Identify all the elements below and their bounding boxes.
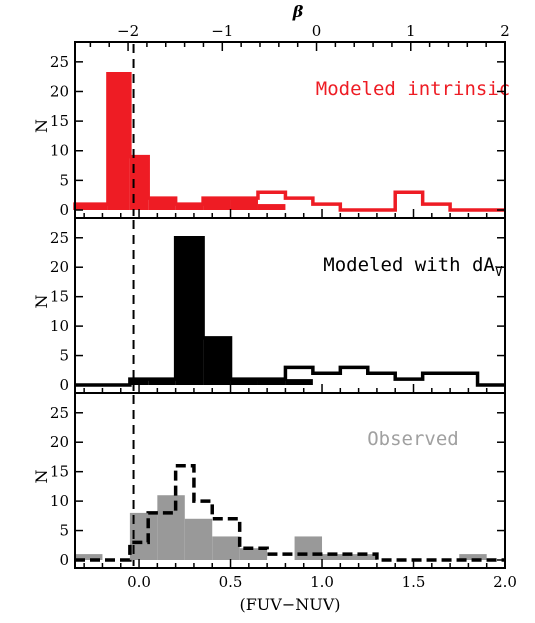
bar-filled bbox=[129, 379, 149, 385]
bar-filled bbox=[203, 337, 231, 385]
bar-filled bbox=[459, 554, 487, 560]
panel-frame bbox=[74, 392, 506, 569]
panel-2: Modeled with dAV 0 5 10 15 20 25 N bbox=[32, 217, 506, 394]
y-tick-label: 25 bbox=[50, 404, 69, 422]
bar-filled bbox=[175, 204, 204, 210]
x-tick-label: 1.5 bbox=[402, 573, 426, 591]
bar-filled bbox=[107, 73, 130, 210]
panel-label: Modeled with dAV bbox=[323, 254, 503, 280]
top-axis-title: β bbox=[292, 2, 304, 21]
bar-filled bbox=[239, 548, 268, 560]
x-tick-label: 0.0 bbox=[127, 573, 151, 591]
panel-label: Observed bbox=[367, 428, 459, 450]
top-x-tick-label: 1 bbox=[406, 22, 416, 40]
bar-filled bbox=[230, 198, 258, 210]
y-tick-label: 25 bbox=[50, 53, 69, 71]
panel-3: Observed 0 5 10 15 20 25 N bbox=[32, 392, 506, 569]
top-x-tick-label: 2 bbox=[500, 22, 510, 40]
y-tick-label: 5 bbox=[59, 522, 69, 540]
bar-filled bbox=[184, 518, 213, 560]
y-tick-label: 20 bbox=[50, 433, 69, 451]
y-tick-label: 10 bbox=[50, 492, 69, 510]
bar-filled bbox=[203, 198, 231, 210]
y-tick-label: 15 bbox=[50, 288, 69, 306]
y-tick-label: 5 bbox=[59, 171, 69, 189]
y-tick-label: 15 bbox=[50, 463, 69, 481]
top-x-tick-label: −2 bbox=[117, 22, 139, 40]
x-axis-title: (FUV−NUV) bbox=[239, 595, 340, 614]
y-tick-label: 10 bbox=[50, 142, 69, 160]
bar-filled bbox=[175, 237, 204, 385]
histogram-outline bbox=[75, 464, 505, 562]
x-tick-label: 1.0 bbox=[310, 573, 334, 591]
y-tick-label: 0 bbox=[59, 376, 69, 394]
bar-filled bbox=[157, 495, 185, 560]
bar-filled bbox=[212, 536, 240, 560]
y-tick-label: 15 bbox=[50, 112, 69, 130]
bar-filled bbox=[75, 554, 103, 560]
x-tick-label: 0.5 bbox=[219, 573, 243, 591]
y-axis-title: N bbox=[32, 119, 51, 133]
top-x-tick-label: −1 bbox=[211, 22, 233, 40]
y-axis-title: N bbox=[32, 295, 51, 309]
bar-filled bbox=[285, 379, 313, 385]
y-tick-label: 20 bbox=[50, 258, 69, 276]
y-tick-label: 5 bbox=[59, 347, 69, 365]
histogram-outline bbox=[75, 236, 505, 387]
y-tick-label: 25 bbox=[50, 229, 69, 247]
bar-filled bbox=[75, 204, 108, 210]
y-tick-label: 20 bbox=[50, 82, 69, 100]
top-x-tick-label: 0 bbox=[312, 22, 322, 40]
y-axis-title: N bbox=[32, 470, 51, 484]
y-tick-label: 10 bbox=[50, 317, 69, 335]
bar-filled bbox=[349, 554, 377, 560]
bar-filled bbox=[322, 554, 350, 560]
bar-filled bbox=[257, 379, 286, 385]
histogram-outline bbox=[73, 71, 505, 212]
panel-1: Modeled intrinsic 0 5 10 15 20 25 N bbox=[32, 41, 510, 219]
bar-filled bbox=[148, 379, 176, 385]
panel-label-subscript: V bbox=[495, 265, 503, 280]
x-tick-label: 2.0 bbox=[493, 573, 517, 591]
axes: 0.0 0.5 1.0 1.5 2.0 −2 −1 0 1 2 bbox=[89, 22, 517, 591]
bar-filled bbox=[148, 198, 176, 210]
panel-label: Modeled intrinsic bbox=[316, 78, 510, 100]
bar-filled bbox=[257, 204, 286, 210]
y-tick-label: 0 bbox=[59, 201, 69, 219]
bar-filled bbox=[230, 379, 258, 385]
y-tick-label: 0 bbox=[59, 551, 69, 569]
bar-filled bbox=[294, 536, 323, 560]
